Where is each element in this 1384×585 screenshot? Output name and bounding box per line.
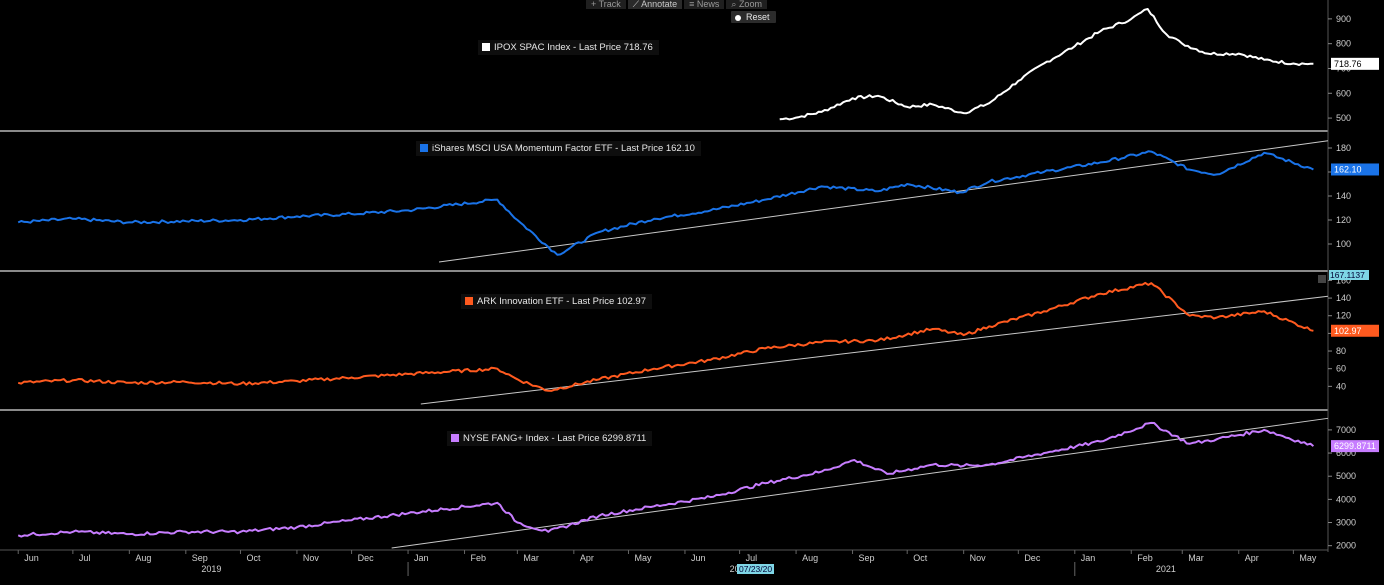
x-tick-label: May bbox=[1299, 553, 1317, 563]
x-tick-label: Dec bbox=[358, 553, 375, 563]
y-tick-label: 3000 bbox=[1336, 518, 1356, 528]
x-tick-label: Nov bbox=[970, 553, 987, 563]
y-tick-label: 5000 bbox=[1336, 471, 1356, 481]
y-tick-label: 900 bbox=[1336, 14, 1351, 24]
x-tick-label: Apr bbox=[1245, 553, 1259, 563]
y-tick-label: 2000 bbox=[1336, 541, 1356, 551]
series-line-fang bbox=[17, 421, 1315, 538]
last-price-label-ark: 102.97 bbox=[1334, 326, 1362, 336]
y-tick-label: 600 bbox=[1336, 88, 1351, 98]
y-tick-label: 7000 bbox=[1336, 425, 1356, 435]
x-tick-label: Sep bbox=[192, 553, 208, 563]
last-price-tag-mtum bbox=[1331, 163, 1379, 176]
legend-text-fang: NYSE FANG+ Index - Last Price 6299.8711 bbox=[463, 433, 647, 444]
last-price-tag-spac bbox=[1331, 57, 1379, 70]
y-tick-label: 800 bbox=[1336, 39, 1351, 49]
x-tick-label: Jul bbox=[746, 553, 758, 563]
x-tick-label: Nov bbox=[303, 553, 320, 563]
last-price-label-mtum: 162.10 bbox=[1334, 164, 1362, 174]
legend-swatch-ark bbox=[465, 297, 473, 305]
reset-button[interactable]: Reset bbox=[731, 11, 776, 23]
cursor-value-label: 167.1137 bbox=[1330, 270, 1365, 280]
x-tick-label: Mar bbox=[1188, 553, 1204, 563]
zoom-button[interactable]: ⌕ Zoom bbox=[726, 0, 767, 9]
legend-swatch-spac bbox=[482, 43, 490, 51]
news-button[interactable]: ≡ News bbox=[684, 0, 725, 9]
reset-icon bbox=[735, 14, 741, 21]
x-tick-label: Jun bbox=[691, 553, 706, 563]
legend-mtum: iShares MSCI USA Momentum Factor ETF - L… bbox=[416, 141, 701, 156]
reset-label: Reset bbox=[746, 12, 770, 22]
x-tick-label: May bbox=[634, 553, 652, 563]
trend-line bbox=[391, 417, 1329, 549]
y-tick-label: 180 bbox=[1336, 143, 1351, 153]
y-tick-label: 80 bbox=[1336, 346, 1346, 356]
last-price-tag-fang bbox=[1331, 440, 1379, 453]
x-tick-label: Jul bbox=[79, 553, 91, 563]
y-tick-label: 500 bbox=[1336, 113, 1351, 123]
x-tick-label: Dec bbox=[1024, 553, 1041, 563]
legend-text-ark: ARK Innovation ETF - Last Price 102.97 bbox=[477, 296, 646, 307]
cursor-date-label: 07/23/20 bbox=[737, 564, 775, 574]
x-tick-label: Apr bbox=[580, 553, 594, 563]
zoom-label: Zoom bbox=[738, 0, 762, 9]
legend-spac: IPOX SPAC Index - Last Price 718.76 bbox=[478, 40, 659, 55]
chart-toolbar: + Track ⟋ Annotate ≡ News ⌕ Zoom bbox=[586, 0, 767, 9]
x-year-label: 2019 bbox=[201, 564, 221, 574]
track-button[interactable]: + Track bbox=[586, 0, 626, 9]
last-price-label-fang: 6299.8711 bbox=[1334, 441, 1376, 451]
y-tick-label: 4000 bbox=[1336, 494, 1356, 504]
y-tick-label: 160 bbox=[1336, 275, 1351, 285]
x-tick-label: Aug bbox=[135, 553, 151, 563]
legend-swatch-mtum bbox=[420, 144, 428, 152]
cursor-value-tag bbox=[1329, 270, 1369, 280]
track-label: Track bbox=[598, 0, 621, 9]
x-tick-label: Jun bbox=[24, 553, 39, 563]
y-tick-label: 6000 bbox=[1336, 448, 1356, 458]
x-tick-label: Jan bbox=[1081, 553, 1096, 563]
last-price-tag-ark bbox=[1331, 324, 1379, 337]
x-tick-label: Oct bbox=[246, 553, 261, 563]
legend-ark: ARK Innovation ETF - Last Price 102.97 bbox=[461, 294, 652, 309]
x-tick-label: Feb bbox=[1137, 553, 1153, 563]
y-tick-label: 140 bbox=[1336, 293, 1351, 303]
trend-line bbox=[420, 295, 1329, 405]
annotate-button[interactable]: ⟋ Annotate bbox=[627, 0, 683, 9]
news-label: News bbox=[696, 0, 720, 9]
series-line-mtum bbox=[17, 150, 1314, 256]
legend-text-spac: IPOX SPAC Index - Last Price 718.76 bbox=[494, 42, 653, 53]
annotate-label: Annotate bbox=[641, 0, 678, 9]
x-tick-label: Sep bbox=[859, 553, 875, 563]
y-tick-label: 40 bbox=[1336, 381, 1346, 391]
y-tick-label: 100 bbox=[1336, 239, 1351, 249]
y-tick-label: 60 bbox=[1336, 364, 1346, 374]
x-tick-label: Feb bbox=[471, 553, 487, 563]
legend-text-mtum: iShares MSCI USA Momentum Factor ETF - L… bbox=[432, 143, 695, 154]
series-line-spac bbox=[779, 8, 1314, 121]
series-line-ark bbox=[17, 281, 1314, 392]
panel-close-icon bbox=[1318, 275, 1326, 283]
trend-line bbox=[438, 140, 1329, 263]
x-year-label: 2021 bbox=[1156, 564, 1176, 574]
x-tick-label: Aug bbox=[802, 553, 818, 563]
legend-swatch-fang bbox=[451, 434, 459, 442]
x-tick-label: Oct bbox=[913, 553, 928, 563]
legend-fang: NYSE FANG+ Index - Last Price 6299.8711 bbox=[447, 431, 653, 446]
y-tick-label: 120 bbox=[1336, 215, 1351, 225]
x-tick-label: Jan bbox=[414, 553, 429, 563]
x-tick-label: Mar bbox=[523, 553, 539, 563]
last-price-label-spac: 718.76 bbox=[1334, 59, 1362, 69]
y-tick-label: 120 bbox=[1336, 311, 1351, 321]
y-tick-label: 140 bbox=[1336, 191, 1351, 201]
